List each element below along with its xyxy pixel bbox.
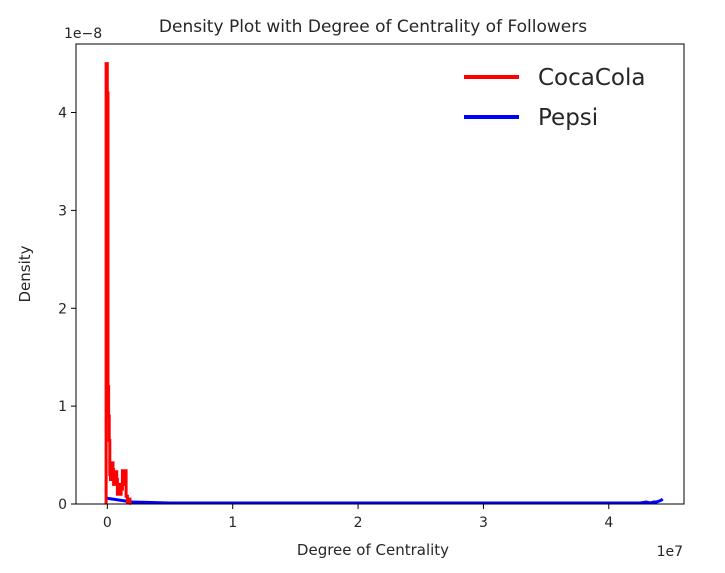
plot-frame — [75, 43, 685, 505]
x-tick-label: 1 — [228, 515, 237, 531]
legend: CocaCola Pepsi — [464, 65, 646, 131]
y-tick-label: 4 — [58, 106, 67, 122]
series-line-cocacola — [104, 62, 133, 506]
y-tick-label: 1 — [58, 399, 67, 415]
y-axis-label: Density — [16, 245, 34, 302]
x-axis-ticks: 0 1 2 3 4 — [103, 504, 613, 531]
x-tick-label: 4 — [604, 515, 613, 531]
y-axis-ticks: 0 1 2 3 4 — [58, 106, 76, 513]
legend-label-cocacola: CocaCola — [538, 65, 646, 91]
y-tick-label: 0 — [58, 497, 67, 513]
x-scale-label: 1e7 — [657, 544, 683, 560]
x-tick-label: 2 — [354, 515, 363, 531]
chart-title: Density Plot with Degree of Centrality o… — [159, 17, 587, 37]
legend-label-pepsi: Pepsi — [538, 105, 598, 131]
y-tick-label: 2 — [58, 301, 67, 317]
y-tick-label: 3 — [58, 203, 67, 219]
x-tick-label: 0 — [103, 515, 112, 531]
y-scale-label: 1e−8 — [64, 26, 102, 42]
plot-area — [104, 62, 664, 506]
series-line-pepsi — [105, 496, 664, 505]
x-axis-label: Degree of Centrality — [297, 541, 449, 559]
x-tick-label: 3 — [479, 515, 488, 531]
